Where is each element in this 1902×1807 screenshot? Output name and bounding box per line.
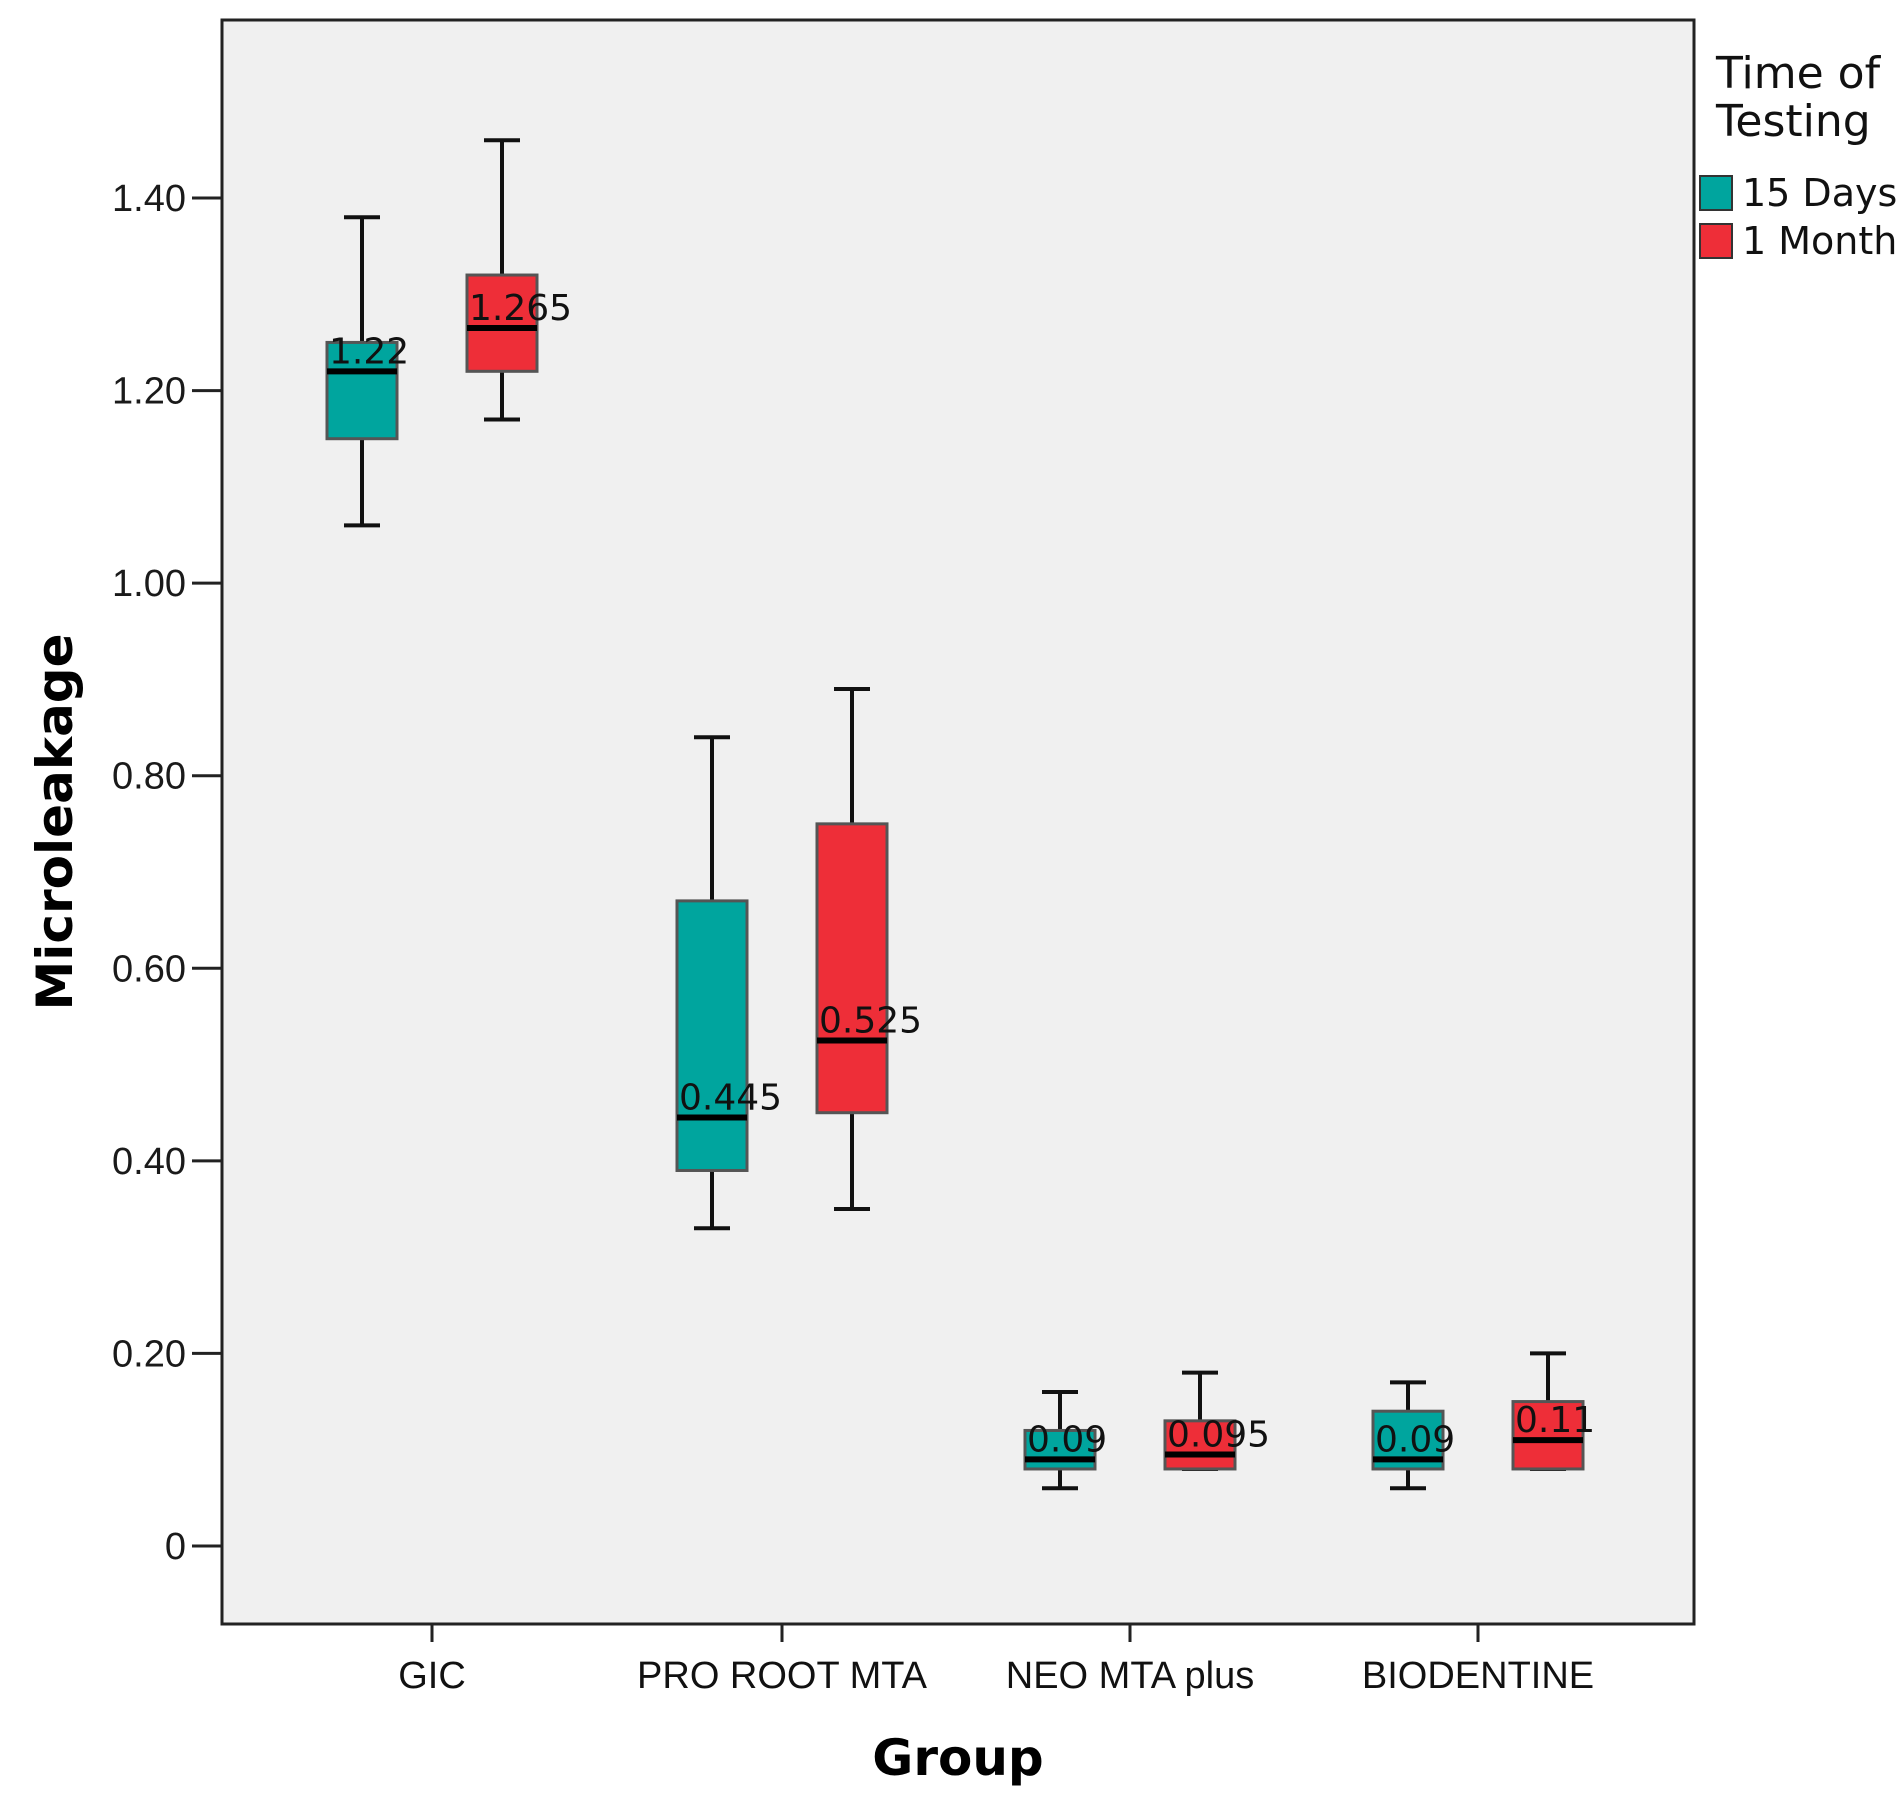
y-tick-label: 0.80: [112, 756, 186, 798]
legend-title-line-1: Time of: [1715, 48, 1882, 99]
y-tick-label: 1.00: [112, 563, 186, 605]
box-plot: 0.09: [1371, 1380, 1455, 1491]
median-data-label: 1.265: [469, 288, 572, 329]
box: [465, 273, 539, 373]
box-plot: 0.095: [1163, 1370, 1270, 1471]
y-tick-label: 0: [165, 1526, 186, 1568]
box-plot: 0.445: [675, 735, 782, 1231]
box-plot: 0.11: [1511, 1351, 1595, 1471]
y-tick-label: 0.20: [112, 1333, 186, 1375]
y-tick-label: 0.40: [112, 1141, 186, 1183]
box: [1023, 1428, 1097, 1471]
legend-swatch: [1699, 175, 1733, 211]
x-tick-label: NEO MTA plus: [1006, 1655, 1254, 1697]
median-data-label: 0.11: [1515, 1400, 1595, 1441]
x-axis: GIC PRO ROOT MTA NEO MTA plus BIODENTINE: [398, 1624, 1594, 1697]
median-data-label: 0.445: [679, 1078, 782, 1119]
legend-swatch: [1699, 223, 1733, 259]
x-tick-label: BIODENTINE: [1362, 1655, 1594, 1697]
box-groups: 1.22 0.445 0.09 0.09 1.265 0.525 0.095 0.11: [325, 138, 1595, 1491]
y-axis: 0 0.20 0.40 0.60 0.80 1.00 1.20 1.40: [112, 178, 222, 1568]
y-tick-label: 0.60: [112, 948, 186, 990]
box-plot: 0.525: [815, 687, 922, 1211]
box: [325, 340, 399, 441]
y-tick-label: 1.20: [112, 371, 186, 413]
y-tick-label: 1.40: [112, 178, 186, 220]
median-data-label: 0.09: [1027, 1419, 1107, 1460]
median-data-label: 0.09: [1375, 1419, 1455, 1460]
median-data-label: 1.22: [329, 331, 409, 372]
x-tick-label: PRO ROOT MTA: [637, 1655, 928, 1697]
median-data-label: 0.525: [819, 1001, 922, 1042]
box: [1163, 1419, 1237, 1471]
legend-title-line-2: Testing: [1715, 96, 1871, 147]
y-axis-title: Microleakage: [26, 633, 84, 1010]
box: [675, 899, 749, 1172]
box-plot: 0.09: [1023, 1389, 1107, 1491]
box-plot: 1.22: [325, 215, 409, 528]
box: [1511, 1400, 1585, 1471]
legend-label: 15 Days: [1742, 171, 1897, 215]
x-axis-title: Group: [872, 1729, 1043, 1787]
plot-area: [220, 18, 1696, 1626]
legend-label: 1 Month: [1742, 219, 1897, 263]
median-data-label: 0.095: [1167, 1415, 1270, 1456]
x-tick-label: GIC: [398, 1655, 466, 1697]
box-plot: 1.265: [465, 138, 572, 422]
box: [815, 822, 889, 1115]
